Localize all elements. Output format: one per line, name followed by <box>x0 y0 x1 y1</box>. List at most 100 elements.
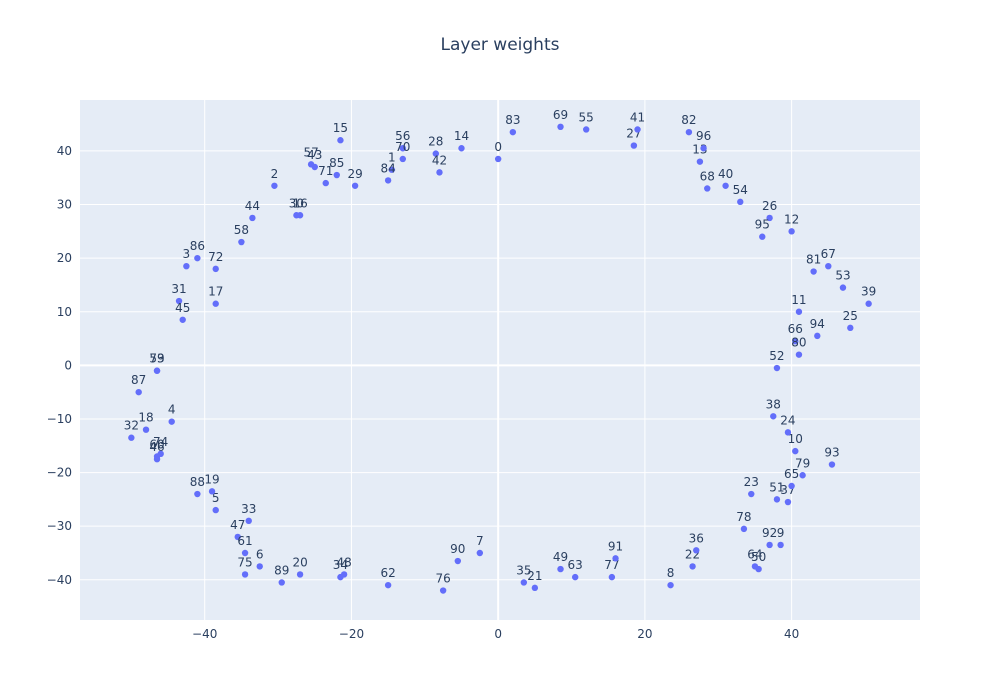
y-tick-label: 40 <box>57 144 72 158</box>
data-point <box>689 563 696 570</box>
x-tick-label: 0 <box>494 627 502 641</box>
data-label: 19 <box>204 472 219 486</box>
data-point <box>509 128 517 136</box>
data-label: 31 <box>171 282 186 296</box>
data-point <box>773 496 781 503</box>
data-label: 63 <box>568 558 583 572</box>
data-point <box>770 413 777 420</box>
data-label: 95 <box>755 218 770 232</box>
data-label: 61 <box>237 534 252 548</box>
data-label: 11 <box>791 293 806 307</box>
data-point <box>828 461 836 468</box>
data-label: 75 <box>237 555 252 569</box>
data-label: 66 <box>788 322 803 336</box>
data-point <box>340 571 348 578</box>
data-label: 56 <box>395 129 410 143</box>
data-label: 62 <box>380 566 395 580</box>
data-point <box>399 155 406 163</box>
data-label: 93 <box>824 446 839 460</box>
data-label: 88 <box>190 475 205 489</box>
data-label: 15 <box>333 121 348 135</box>
data-point <box>612 555 619 562</box>
data-point <box>825 262 832 270</box>
x-tick-label: −40 <box>192 627 217 641</box>
x-axis-ticks: −40 −20 0 20 40 <box>192 627 799 641</box>
data-label: 81 <box>806 253 821 267</box>
data-label: 67 <box>821 247 836 261</box>
data-label: 30 <box>289 196 304 210</box>
data-label: 8 <box>667 566 675 580</box>
data-label: 74 <box>153 435 168 449</box>
data-label: 82 <box>681 113 696 127</box>
data-label: 86 <box>190 239 205 253</box>
data-point <box>766 214 773 222</box>
data-point <box>795 351 803 358</box>
data-point <box>531 584 539 592</box>
data-label: 96 <box>696 129 711 143</box>
data-point <box>777 541 784 549</box>
data-point <box>608 573 616 581</box>
data-label: 53 <box>835 269 850 283</box>
data-label: 70 <box>395 140 410 154</box>
data-point <box>784 498 792 506</box>
data-point <box>788 228 795 235</box>
data-label: 83 <box>505 113 520 127</box>
data-label: 87 <box>131 373 146 387</box>
x-tick-label: 40 <box>784 627 799 641</box>
data-point <box>337 137 344 144</box>
data-point <box>296 571 304 578</box>
data-label: 18 <box>138 411 153 425</box>
data-point <box>847 324 854 332</box>
data-point <box>351 182 359 189</box>
data-label: 32 <box>124 419 139 433</box>
data-point <box>388 166 395 173</box>
data-point <box>128 434 135 441</box>
data-label: 48 <box>336 555 351 569</box>
data-point <box>458 145 465 152</box>
y-tick-label: −40 <box>47 573 72 587</box>
data-point <box>630 142 638 149</box>
data-label: 91 <box>608 539 623 553</box>
data-label: 68 <box>700 169 715 183</box>
data-label: 72 <box>208 250 223 264</box>
data-point <box>212 300 219 307</box>
data-point <box>799 472 806 479</box>
data-label: 85 <box>329 156 344 170</box>
data-label: 0 <box>494 140 502 154</box>
y-tick-label: 0 <box>64 358 72 372</box>
data-label: 4 <box>168 403 176 417</box>
chart-title: Layer weights <box>441 35 560 55</box>
data-point <box>865 300 872 307</box>
y-tick-label: −30 <box>47 519 72 533</box>
grid-lines <box>80 100 920 620</box>
data-point <box>784 429 792 436</box>
data-label: 65 <box>784 467 799 481</box>
plot-area <box>80 100 920 620</box>
data-point <box>241 571 249 578</box>
data-point <box>634 126 641 133</box>
data-point <box>432 150 440 157</box>
data-label: 25 <box>843 309 858 323</box>
data-point <box>194 490 201 498</box>
data-point <box>175 297 183 305</box>
data-label: 41 <box>630 110 645 124</box>
data-label: 39 <box>861 285 876 299</box>
data-label: 52 <box>769 349 784 363</box>
data-point <box>194 254 201 262</box>
data-point <box>685 128 693 136</box>
data-point <box>557 565 564 573</box>
data-point <box>700 145 707 152</box>
data-label: 40 <box>718 167 733 181</box>
data-label: 9 <box>777 526 785 540</box>
data-label: 73 <box>149 352 164 366</box>
data-point <box>520 579 528 586</box>
data-label: 34 <box>333 558 348 572</box>
data-point <box>773 364 781 372</box>
data-point <box>249 214 256 222</box>
y-axis-ticks: −40 −30 −20 −10 0 10 20 30 40 <box>47 144 72 587</box>
y-tick-label: 20 <box>57 251 72 265</box>
data-point <box>135 388 142 396</box>
data-point <box>208 488 216 495</box>
data-label: 84 <box>380 161 395 175</box>
